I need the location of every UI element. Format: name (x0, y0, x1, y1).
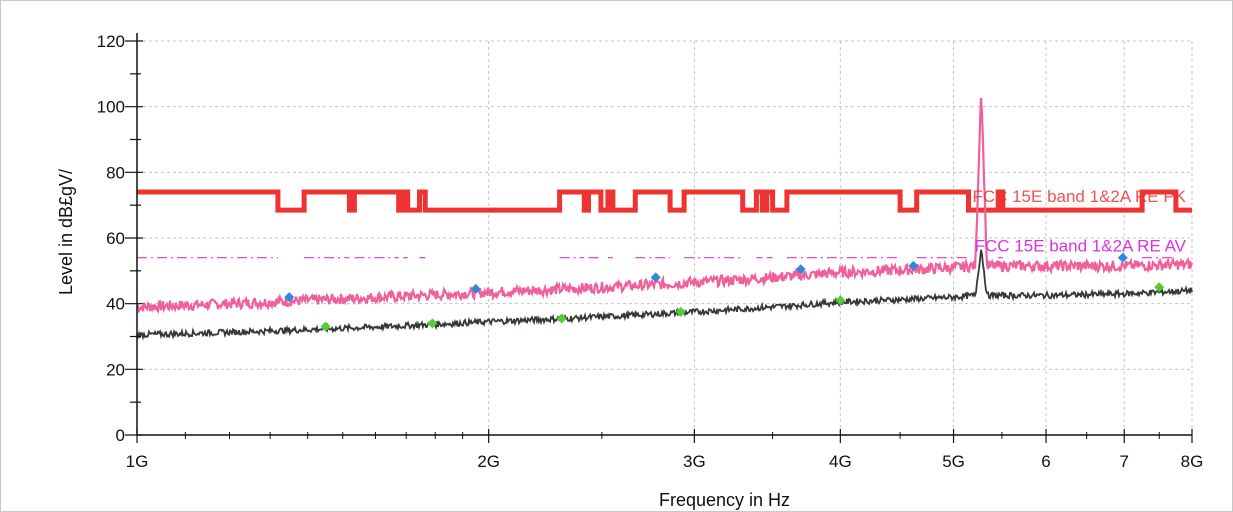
grid (137, 40, 1193, 435)
peak-marker (1117, 252, 1128, 263)
y-tick-label: 0 (116, 426, 125, 445)
x-tick-label: 5G (942, 452, 965, 471)
y-tick-label: 120 (97, 32, 125, 51)
x-tick-label: 7 (1120, 452, 1129, 471)
peak-marker (470, 283, 481, 294)
y-tick-label: 100 (97, 98, 125, 117)
x-tick-label: 8G (1181, 452, 1204, 471)
x-tick-label: 3G (683, 452, 706, 471)
average-marker (320, 321, 331, 332)
y-tick-label: 60 (106, 229, 125, 248)
trace-average (136, 249, 1193, 341)
x-axis-title: Frequency in Hz (659, 490, 790, 510)
limit-lines (137, 189, 1192, 259)
trace-peak (136, 97, 1194, 314)
x-tick-label: 2G (477, 452, 500, 471)
peak-marker (795, 264, 806, 275)
limit-label-pk: FCC 15E band 1&2A RE PK (972, 187, 1186, 206)
y-tick-label: 40 (106, 295, 125, 314)
x-tick-label: 6 (1041, 452, 1050, 471)
measurement-series (136, 97, 1194, 341)
average-marker (675, 306, 686, 317)
average-marker (1154, 282, 1165, 293)
peak-marker (650, 272, 661, 283)
limit-line-pk (137, 189, 1192, 213)
axes: 0 20 40 60 80 100 120 1G 2G 3G 4G 5G 6 7 8G Frequency i… (56, 32, 1203, 510)
x-tick-label: 4G (829, 452, 852, 471)
y-tick-label: 80 (106, 163, 125, 182)
measurement-markers (284, 252, 1165, 332)
y-axis-title: Level in dB£gV/ (56, 169, 76, 295)
average-marker (556, 313, 567, 324)
average-marker (835, 295, 846, 306)
limit-label-av: FCC 15E band 1&2A RE AV (975, 237, 1187, 256)
y-tick-label: 20 (106, 360, 125, 379)
average-marker (427, 318, 438, 329)
peak-marker (908, 260, 919, 271)
peak-marker (284, 292, 295, 303)
x-tick-label: 1G (126, 452, 149, 471)
limit-labels: FCC 15E band 1&2A RE PK FCC 15E band 1&2A… (972, 187, 1186, 256)
